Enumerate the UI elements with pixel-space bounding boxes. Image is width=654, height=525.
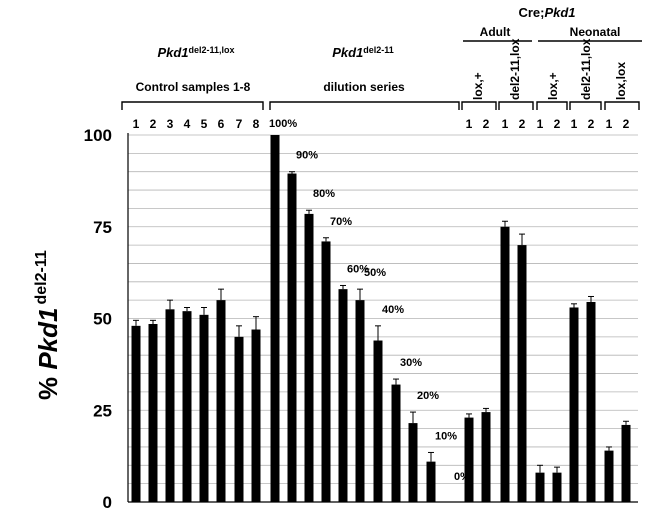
bar	[199, 314, 209, 502]
bar	[408, 423, 418, 502]
dilution-label: 0%	[454, 471, 470, 483]
x-tick-label: 1	[466, 117, 473, 131]
y-tick-labels: 0 25 50 75 100	[84, 126, 112, 512]
stage-label-neonatal: Neonatal	[570, 25, 621, 39]
dilution-label: 10%	[435, 430, 457, 442]
bar	[373, 340, 383, 502]
y-tick-label: 50	[93, 310, 112, 329]
bar	[321, 241, 331, 502]
bracket-genotype	[569, 101, 602, 110]
dilution-label: 50%	[364, 267, 386, 279]
bars	[131, 135, 631, 502]
bar	[552, 472, 562, 502]
x-tick-label: 1	[571, 117, 578, 131]
bar	[569, 307, 579, 502]
genotype-label: lox,+	[546, 72, 560, 100]
y-tick-label: 0	[103, 493, 112, 512]
dilution-label: 60%	[347, 263, 369, 275]
bar	[165, 309, 175, 502]
group-caption-dilution: dilution series	[323, 80, 405, 94]
bar	[426, 461, 436, 502]
cre-title: Cre;Pkd1	[518, 5, 575, 20]
bar	[517, 245, 527, 502]
x-tick-label: 1	[537, 117, 544, 131]
genotype-label: lox,+	[471, 72, 485, 100]
bar	[464, 417, 474, 502]
bracket-controls	[121, 101, 264, 110]
gridlines	[128, 134, 638, 503]
bar	[535, 472, 545, 502]
bar	[621, 424, 631, 502]
bracket-dilution	[269, 101, 460, 110]
bar	[287, 173, 297, 502]
x-tick-label: 2	[150, 117, 157, 131]
bar	[304, 213, 314, 502]
stage-label-adult: Adult	[480, 25, 511, 39]
bar	[338, 289, 348, 502]
x-tick-label: 2	[519, 117, 526, 131]
bracket-genotype	[536, 101, 568, 110]
bar	[355, 300, 365, 502]
bar	[148, 324, 158, 502]
dilution-labels: 100% 90% 80% 70% 60%50% 40% 30% 20% 10% 0%	[269, 118, 470, 483]
dilution-label: 80%	[313, 188, 335, 200]
group-caption-controls: Control samples 1-8	[136, 80, 251, 94]
bar	[391, 384, 401, 502]
x-tick-label: 6	[218, 117, 225, 131]
genotype-label: del2-11,lox	[579, 38, 593, 100]
bar	[500, 226, 510, 502]
bar	[182, 311, 192, 502]
x-tick-label: 3	[167, 117, 174, 131]
dilution-label: 90%	[296, 150, 318, 162]
x-tick-label: 2	[588, 117, 595, 131]
bar	[270, 135, 280, 502]
bar	[481, 412, 491, 502]
genotype-label: lox,lox	[614, 62, 628, 100]
dilution-label: 40%	[382, 304, 404, 316]
bar	[604, 450, 614, 502]
bar	[586, 301, 596, 502]
x-tick-label: 2	[483, 117, 490, 131]
error-bars	[133, 171, 629, 473]
bracket-genotype	[604, 101, 640, 110]
bar	[234, 336, 244, 502]
x-tick-label: 2	[623, 117, 630, 131]
x-tick-label: 1	[502, 117, 509, 131]
x-tick-label: 8	[253, 117, 260, 131]
x-tick-label: 1	[606, 117, 613, 131]
y-tick-label: 100	[84, 126, 112, 145]
y-axis-title: % Pkd1del2-11	[33, 250, 63, 400]
dilution-label: 100%	[269, 118, 297, 130]
bar	[216, 300, 226, 502]
group-title-dilution: Pkd1del2-11	[332, 45, 394, 60]
bracket-genotype	[461, 101, 497, 110]
bracket-genotype	[498, 101, 534, 110]
bar	[131, 325, 141, 502]
bar	[251, 329, 261, 502]
x-tick-label: 5	[201, 117, 208, 131]
y-axis-label: % Pkd1del2-11	[33, 250, 63, 400]
dilution-label: 30%	[400, 357, 422, 369]
y-tick-label: 25	[93, 401, 112, 420]
dilution-label: 20%	[417, 390, 439, 402]
dilution-label: 70%	[330, 216, 352, 228]
group-title-controls: Pkd1del2-11,lox	[157, 45, 234, 60]
x-tick-label: 2	[554, 117, 561, 131]
x-tick-label: 7	[236, 117, 243, 131]
x-tick-label: 4	[184, 117, 191, 131]
x-tick-label: 1	[133, 117, 140, 131]
genotype-label: del2-11,lox	[508, 38, 522, 100]
y-tick-label: 75	[93, 218, 112, 237]
